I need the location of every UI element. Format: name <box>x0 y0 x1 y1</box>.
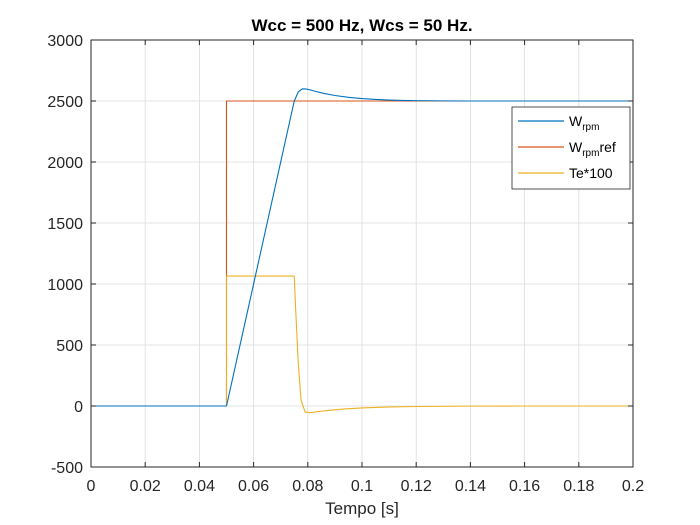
y-tick-label: 1500 <box>47 216 83 233</box>
x-tick-label: 0.16 <box>509 478 540 495</box>
chart-title: Wcc = 500 Hz, Wcs = 50 Hz. <box>251 16 472 35</box>
y-tick-label: 500 <box>56 338 83 355</box>
legend: Wrpm Wrpmref Te*100 <box>511 106 631 190</box>
y-tick-label: 3000 <box>47 33 83 50</box>
x-axis-label: Tempo [s] <box>325 499 399 518</box>
y-tick-label: -500 <box>51 460 83 477</box>
x-tick-label: 0.1 <box>351 478 373 495</box>
legend-label: Wrpmref <box>569 139 616 159</box>
x-tick-label: 0.12 <box>401 478 432 495</box>
y-tick-labels: -500 0 500 1000 1500 2000 2500 3000 <box>47 33 83 477</box>
x-tick-labels: 0 0.02 0.04 0.06 0.08 0.1 0.12 0.14 0.16 0.18 0.2 <box>87 478 645 495</box>
x-tick-label: 0.08 <box>292 478 323 495</box>
x-tick-label: 0.18 <box>563 478 594 495</box>
tick-marks <box>90 39 634 468</box>
y-tick-label: 0 <box>74 399 83 416</box>
x-tick-label: 0.04 <box>184 478 215 495</box>
x-tick-label: 0 <box>87 478 96 495</box>
series-layer <box>91 88 633 414</box>
legend-label: Te*100 <box>569 165 613 181</box>
x-tick-label: 0.14 <box>455 478 486 495</box>
y-tick-label: 1000 <box>47 277 83 294</box>
series-line-0 <box>91 88 633 407</box>
y-tick-label: 2500 <box>47 94 83 111</box>
x-tick-label: 0.2 <box>622 478 644 495</box>
y-tick-label: 2000 <box>47 155 83 172</box>
series-line-2 <box>91 275 633 414</box>
legend-label: Wrpm <box>569 113 599 133</box>
x-tick-label: 0.02 <box>130 478 161 495</box>
x-tick-label: 0.06 <box>238 478 269 495</box>
